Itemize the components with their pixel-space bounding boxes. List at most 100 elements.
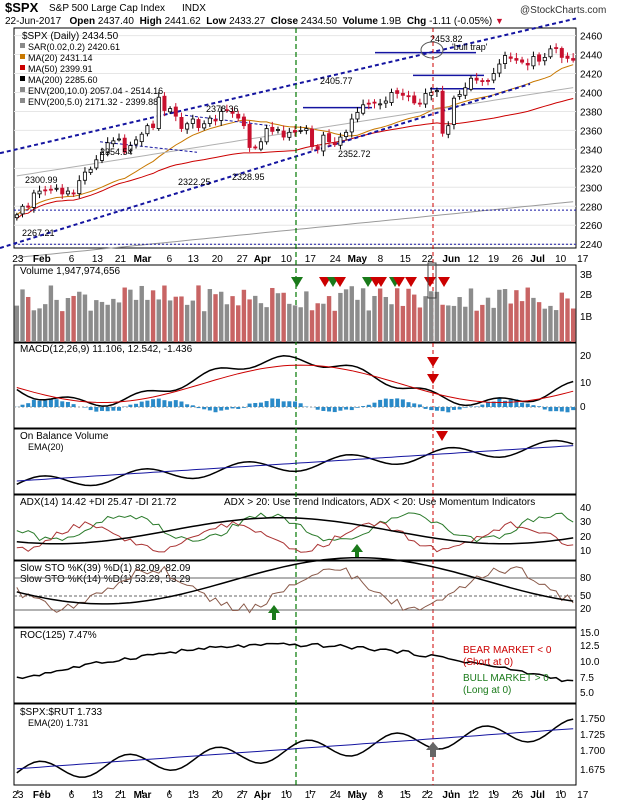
red-arrow-icon	[427, 357, 439, 367]
macd-histogram-bar	[332, 407, 337, 413]
volume-bar	[88, 310, 93, 342]
volume-bar	[366, 310, 371, 342]
candle-body	[270, 126, 275, 132]
x-bottom-label: 13	[188, 790, 200, 800]
bull-note-sub: (Long at 0)	[463, 685, 511, 696]
low-label: Low	[206, 16, 227, 27]
ratio-line	[16, 718, 574, 778]
candle-body	[134, 139, 139, 145]
price-tick-label: 2400	[580, 88, 603, 99]
roc-tick-label: 10.0	[580, 657, 600, 668]
x-bottom-label: Feb	[33, 790, 51, 800]
candle-body	[338, 136, 343, 146]
macd-histogram-bar	[253, 402, 258, 407]
volume-bar	[298, 307, 303, 342]
legend-swatch	[20, 87, 25, 92]
volume-bar	[480, 304, 485, 342]
volume-bar	[531, 297, 536, 342]
candle-body	[196, 119, 201, 128]
macd-histogram-bar	[503, 400, 508, 407]
price-annotation: 2405.77	[320, 76, 353, 86]
red-arrow-icon	[405, 277, 417, 287]
x-tick-label: Apr	[254, 254, 271, 265]
price-annotation: 2378.36	[206, 104, 239, 114]
volume-bar	[394, 288, 400, 342]
macd-histogram-bar	[366, 404, 371, 407]
candle-body	[139, 133, 144, 143]
panel-frame-ratio	[13, 703, 577, 786]
candle-body	[14, 214, 19, 219]
obv-line	[16, 439, 574, 487]
volume-bar	[434, 291, 440, 342]
candle-body	[503, 55, 508, 65]
volume-bar	[190, 300, 196, 342]
volume-bar	[224, 304, 230, 342]
candle-body	[213, 119, 218, 122]
red-arrow-icon	[393, 277, 405, 287]
candle-body	[54, 187, 59, 190]
macd-histogram-bar	[202, 407, 207, 410]
candle-body	[372, 101, 377, 104]
volume-bar	[491, 307, 496, 342]
candle-body	[310, 128, 315, 147]
adx-title: ADX(14) 14.42 +DI 25.47 -DI 21.72	[20, 497, 177, 508]
candle-body	[349, 118, 354, 133]
volume-bar	[20, 289, 25, 342]
candle-body	[429, 92, 434, 96]
macd-histogram-bar	[349, 407, 354, 411]
candle-body	[395, 90, 400, 94]
macd-histogram-bar	[82, 407, 87, 408]
macd-histogram-bar	[236, 407, 241, 409]
macd-histogram-bar	[31, 399, 36, 407]
candle-body	[525, 62, 530, 66]
macd-histogram-bar	[156, 398, 161, 407]
macd-histogram-bar	[48, 399, 53, 407]
candle-body	[463, 87, 468, 96]
candle-body	[355, 111, 360, 120]
candle-body	[162, 95, 167, 111]
volume-bar	[389, 304, 394, 342]
volume-bar	[156, 299, 161, 342]
date: 22-Jun-2017	[5, 16, 62, 27]
x-tick-label: 21	[115, 254, 127, 265]
volume-bar	[145, 299, 150, 342]
volume-bar	[502, 289, 508, 342]
price-annotation: 2300.99	[25, 175, 58, 185]
ratio-tick-label: 1.675	[580, 765, 605, 776]
macd-histogram-bar	[548, 407, 553, 412]
candle-body	[315, 146, 320, 150]
volume-bar	[219, 291, 224, 342]
adx-note: ADX > 20: Use Trend Indicators, ADX < 20…	[224, 497, 535, 508]
macd-tick-label: 0	[580, 402, 586, 413]
candle-body	[117, 138, 122, 141]
candle-body	[281, 130, 286, 138]
pattern-line-low	[99, 141, 198, 153]
x-bottom-label: 10	[281, 790, 293, 800]
volume-bar	[247, 299, 252, 342]
ratio-tick-label: 1.700	[580, 746, 605, 757]
legend-swatch	[20, 76, 25, 81]
open-label: Open	[69, 16, 96, 27]
ratio-title: $SPX:$RUT 1.733	[20, 707, 103, 718]
macd-histogram-bar	[281, 401, 286, 407]
macd-histogram-bar	[219, 407, 224, 411]
macd-histogram-bar	[531, 405, 536, 407]
price-legend-label: MA(20) 2431.14	[28, 53, 93, 63]
x-bottom-label: 12	[468, 790, 480, 800]
macd-histogram-bar	[514, 399, 519, 407]
x-tick-label: 13	[188, 254, 200, 265]
candle-body	[468, 77, 473, 90]
volume-bar	[400, 305, 406, 342]
candle-body	[168, 108, 173, 113]
candle-body	[26, 205, 31, 208]
legend-swatch	[20, 98, 25, 103]
macd-histogram-bar	[389, 398, 394, 407]
volume-bar	[184, 304, 190, 342]
macd-histogram-bar	[338, 407, 343, 411]
candle-body	[361, 104, 366, 114]
roc-line	[16, 642, 574, 683]
volume-bar	[258, 303, 264, 342]
price-tick-label: 2380	[580, 107, 603, 118]
candle-body	[389, 92, 394, 104]
